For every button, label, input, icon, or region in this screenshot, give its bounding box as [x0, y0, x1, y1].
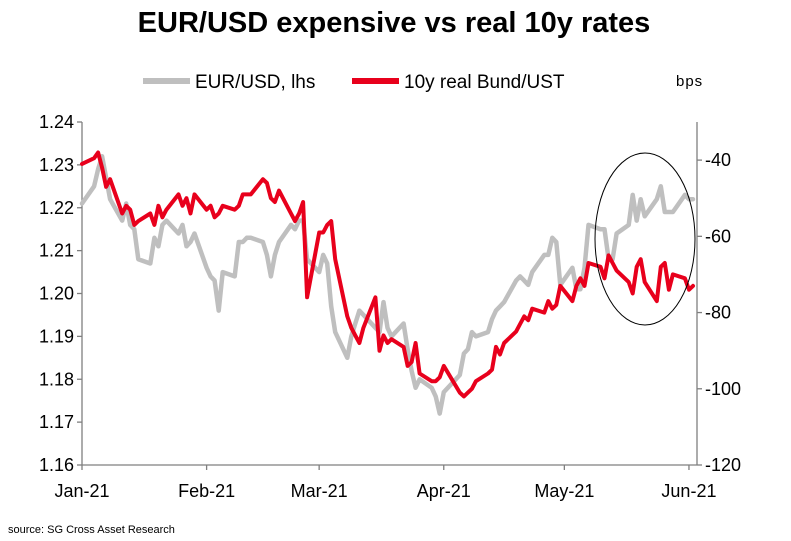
axes	[81, 122, 698, 466]
legend-label-eurusd: EUR/USD, lhs	[195, 72, 315, 93]
right-tick-label: -60	[705, 226, 731, 246]
annotation-ellipse	[594, 152, 696, 326]
x-tick-label: Feb-21	[178, 481, 235, 501]
right-axis-ticks: -40 -60 -80 -100 -120	[697, 150, 741, 475]
x-tick-label: Jun-21	[661, 481, 716, 501]
left-tick-label: 1.16	[39, 455, 74, 475]
left-tick-label: 1.21	[39, 241, 74, 261]
right-tick-label: -40	[705, 150, 731, 170]
left-axis-ticks: 1.24 1.23 1.22 1.21 1.20 1.19 1.18 1.17 1.16	[39, 112, 82, 475]
x-axis-ticks: Jan-21 Feb-21 Mar-21 Apr-21 May-21 Jun-21	[54, 465, 716, 501]
left-tick-label: 1.19	[39, 326, 74, 346]
right-tick-label: -80	[705, 303, 731, 323]
legend: EUR/USD, lhs 10y real Bund/UST	[143, 72, 565, 93]
series-layer	[79, 150, 696, 416]
right-tick-label: -120	[705, 455, 741, 475]
legend-label-real-rates: 10y real Bund/UST	[404, 72, 565, 93]
source-note: source: SG Cross Asset Research	[8, 524, 175, 536]
right-tick-label: -100	[705, 379, 741, 399]
right-axis-unit: bps	[676, 73, 703, 90]
left-tick-label: 1.20	[39, 284, 74, 304]
x-tick-label: May-21	[534, 481, 594, 501]
left-tick-label: 1.23	[39, 155, 74, 175]
x-tick-label: Jan-21	[54, 481, 109, 501]
left-tick-label: 1.24	[39, 112, 74, 132]
x-tick-label: Mar-21	[291, 481, 348, 501]
left-tick-label: 1.17	[39, 412, 74, 432]
left-tick-label: 1.22	[39, 198, 74, 218]
series-line-eurusd	[79, 154, 696, 416]
chart-title: EUR/USD expensive vs real 10y rates	[138, 7, 651, 39]
x-tick-label: Apr-21	[417, 481, 471, 501]
left-tick-label: 1.18	[39, 369, 74, 389]
series-line-real-rates	[80, 150, 695, 399]
